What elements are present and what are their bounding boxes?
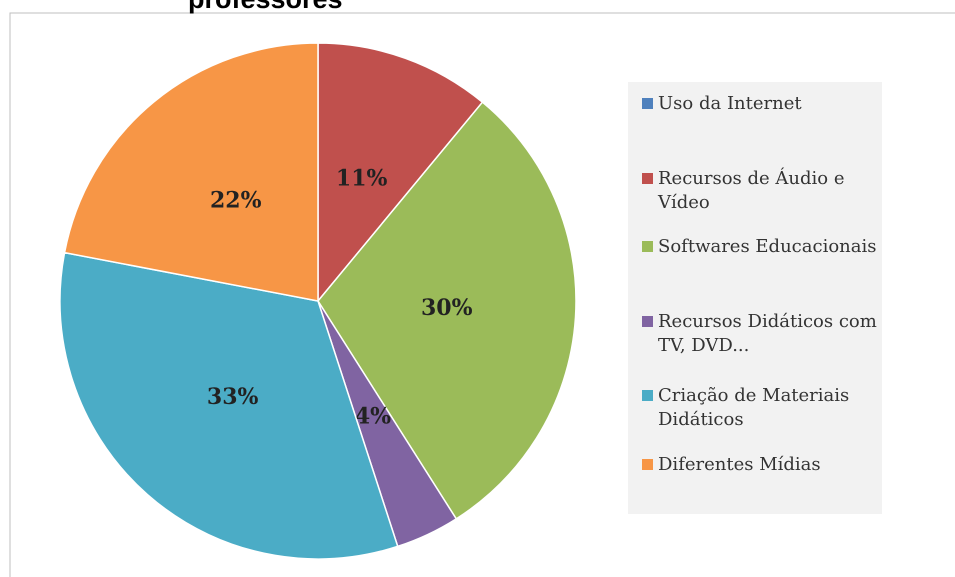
legend-swatch	[642, 241, 653, 252]
legend-label: Softwares Educacionais	[658, 236, 877, 257]
chart-title: professores	[188, 0, 343, 14]
data-label: 33%	[207, 384, 259, 410]
pie: 11% 30% 4% 33% 22%	[59, 42, 577, 560]
legend-label: Recursos Didáticos com TV, DVD...	[658, 311, 877, 356]
legend-swatch	[642, 173, 653, 184]
data-label: 30%	[421, 295, 473, 321]
legend-swatch	[642, 316, 653, 327]
legend-entry: Recursos de Áudio e Vídeo	[642, 167, 878, 215]
data-label: 11%	[336, 166, 388, 192]
legend-entry: Criação de Materiais Didáticos	[642, 384, 878, 432]
legend: Uso da Internet Recursos de Áudio e Vídeo…	[628, 82, 882, 514]
legend-entry: Uso da Internet	[642, 92, 878, 116]
pie-slice	[59, 251, 399, 560]
legend-label: Criação de Materiais Didáticos	[658, 385, 850, 430]
legend-swatch	[642, 459, 653, 470]
pie-slice	[63, 42, 319, 302]
legend-swatch	[642, 98, 653, 109]
legend-entry: Softwares Educacionais	[642, 235, 878, 259]
pie-slice	[317, 101, 577, 520]
legend-swatch	[642, 390, 653, 401]
data-label: 22%	[210, 188, 262, 214]
chart-frame	[9, 12, 955, 577]
data-label: 4%	[355, 404, 391, 430]
legend-label: Diferentes Mídias	[658, 454, 821, 475]
legend-label: Recursos de Áudio e Vídeo	[658, 168, 845, 213]
legend-label: Uso da Internet	[658, 93, 802, 114]
legend-entry: Recursos Didáticos com TV, DVD...	[642, 310, 878, 358]
pie-slice	[317, 42, 484, 304]
legend-entry: Diferentes Mídias	[642, 453, 878, 477]
